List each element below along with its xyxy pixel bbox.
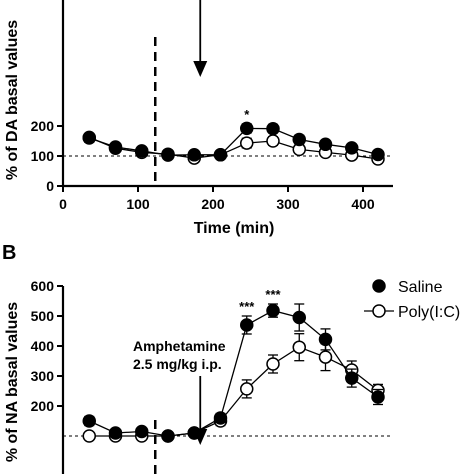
point-poly-1-9 xyxy=(318,350,333,364)
point-saline-1-11 xyxy=(371,390,385,404)
point-saline-1-5 xyxy=(213,411,228,425)
y-tick-label-1-2: 400 xyxy=(31,338,55,354)
panel-a-axes xyxy=(61,0,393,188)
point-saline-1-9 xyxy=(318,332,333,347)
y-tick-label-1-3: 500 xyxy=(31,308,55,324)
panel-b-ticks: 200 300 400 500 600 xyxy=(31,278,63,414)
point-saline-1-4 xyxy=(187,426,201,440)
point-saline-1-6 xyxy=(240,318,254,332)
point-saline-0-8 xyxy=(292,132,306,147)
x-tick-label-0-1: 100 xyxy=(126,196,150,212)
point-poly-0-7 xyxy=(266,134,280,148)
point-saline-1-8 xyxy=(292,310,306,325)
legend: Saline Poly(I:C) xyxy=(364,279,460,321)
point-saline-0-0 xyxy=(82,131,96,145)
panel-a-series xyxy=(82,121,385,166)
line-saline-1 xyxy=(88,309,379,437)
point-saline-1-1 xyxy=(108,426,123,440)
panel-b-y-axis-title: % of NA basal values xyxy=(4,302,21,462)
point-saline-0-7 xyxy=(266,121,280,136)
point-poly-1-8 xyxy=(292,340,306,354)
panel-b-annotations: *** *** xyxy=(239,287,281,314)
arrow-label-drug: Amphetamine xyxy=(133,338,226,354)
panel-a-arrow-head xyxy=(193,61,208,77)
point-saline-1-10 xyxy=(345,371,359,385)
point-poly-1-6 xyxy=(240,382,254,396)
point-saline-0-3 xyxy=(161,148,175,162)
panel-b-series xyxy=(82,303,385,443)
point-poly-1-7 xyxy=(266,357,280,371)
y-tick-label-0-0: 0 xyxy=(46,178,54,194)
point-saline-0-2 xyxy=(135,144,149,158)
y-tick-label-0-2: 200 xyxy=(31,118,55,134)
point-saline-0-4 xyxy=(187,148,201,162)
point-saline-0-1 xyxy=(108,140,123,154)
panel-a-da-chart: % of DA basal values Time (min) 01002000… xyxy=(4,0,393,237)
panel-a-arrow xyxy=(193,0,208,77)
point-saline-1-2 xyxy=(135,424,149,439)
x-tick-label-0-2: 200 xyxy=(201,196,225,212)
panel-a-y-axis-title: % of DA basal values xyxy=(4,20,21,180)
legend-marker-saline xyxy=(372,279,386,293)
point-saline-1-7 xyxy=(266,303,280,318)
panel-b-na-chart: B % of NA basal values 200 300 400 500 600 A… xyxy=(2,242,460,474)
x-tick-label-0-3: 300 xyxy=(276,196,300,212)
significance-mark-0-0: * xyxy=(244,107,250,122)
panel-a-ticks: 0 100 200 0 100 200 300 400 xyxy=(31,118,375,212)
y-tick-label-1-0: 200 xyxy=(31,398,55,414)
panel-a-x-axis-title: Time (min) xyxy=(194,220,275,237)
x-tick-label-0-0: 0 xyxy=(59,196,67,212)
point-saline-0-11 xyxy=(371,147,385,162)
panel-b-label: B xyxy=(2,242,16,264)
legend-marker-poly xyxy=(372,304,386,318)
point-saline-1-0 xyxy=(82,414,96,428)
legend-label-poly: Poly(I:C) xyxy=(398,304,460,321)
arrow-label-dose: 2.5 mg/kg i.p. xyxy=(133,356,222,372)
point-saline-1-3 xyxy=(161,429,175,443)
x-tick-label-0-4: 400 xyxy=(351,196,375,212)
panel-a-annotations: * xyxy=(244,107,250,122)
y-tick-label-1-1: 300 xyxy=(31,368,55,384)
y-tick-label-1-4: 600 xyxy=(31,278,55,294)
y-tick-label-0-1: 100 xyxy=(31,148,55,164)
significance-mark-1-1: *** xyxy=(265,287,281,302)
point-poly-0-6 xyxy=(240,136,254,150)
point-saline-0-10 xyxy=(345,141,359,155)
point-saline-0-5 xyxy=(213,148,228,162)
legend-label-saline: Saline xyxy=(398,279,443,296)
point-saline-0-9 xyxy=(318,137,333,152)
point-poly-1-0 xyxy=(82,429,96,443)
panel-b-arrow-annotation: Amphetamine 2.5 mg/kg i.p. xyxy=(133,338,226,445)
significance-mark-1-0: *** xyxy=(239,299,255,314)
point-saline-0-6 xyxy=(240,121,254,136)
